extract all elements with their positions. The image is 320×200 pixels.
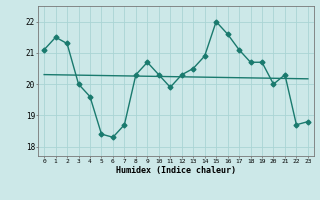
X-axis label: Humidex (Indice chaleur): Humidex (Indice chaleur) (116, 166, 236, 175)
